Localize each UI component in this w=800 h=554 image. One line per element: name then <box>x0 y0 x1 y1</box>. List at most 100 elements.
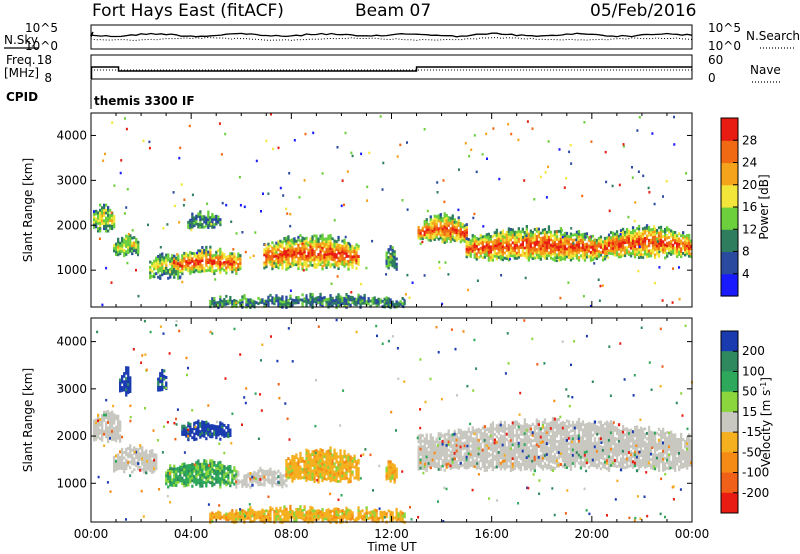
heatmap-cell <box>133 446 136 450</box>
heatmap-cell <box>457 444 460 448</box>
heatmap-cell <box>321 257 324 260</box>
heatmap-cell <box>445 229 448 233</box>
heatmap-cell <box>523 233 526 237</box>
heatmap-cell <box>631 176 634 179</box>
heatmap-cell <box>355 462 358 466</box>
heatmap-cell <box>591 253 595 256</box>
heatmap-cell <box>201 256 204 260</box>
heatmap-cell <box>303 473 306 477</box>
heatmap-cell <box>315 468 318 472</box>
heatmap-cell <box>533 466 536 470</box>
heatmap-cell <box>549 238 553 242</box>
heatmap-cell <box>201 269 204 273</box>
heatmap-cell <box>319 234 322 238</box>
heatmap-cell <box>351 473 354 477</box>
heatmap-cell <box>672 233 675 237</box>
heatmap-cell <box>569 255 573 259</box>
heatmap-cell <box>301 467 304 471</box>
heatmap-cell <box>252 254 255 258</box>
heatmap-cell <box>543 254 547 257</box>
heatmap-cell <box>205 258 208 262</box>
heatmap-cell <box>343 299 346 303</box>
heatmap-cell <box>511 448 514 452</box>
heatmap-cell <box>245 297 248 301</box>
heatmap-cell <box>145 471 148 475</box>
heatmap-cell <box>187 438 190 442</box>
heatmap-cell <box>509 425 512 429</box>
heatmap-cell <box>227 260 230 264</box>
heatmap-cell <box>603 244 607 248</box>
heatmap-cell <box>517 240 520 244</box>
heatmap-cell <box>271 246 274 250</box>
heatmap-cell <box>555 253 559 257</box>
heatmap-cell <box>169 260 172 263</box>
beam-title: Beam 07 <box>355 1 431 21</box>
heatmap-cell <box>315 449 318 453</box>
heatmap-cell <box>351 260 354 264</box>
heatmap-cell <box>227 299 230 303</box>
heatmap-cell <box>221 256 224 260</box>
heatmap-cell <box>213 223 216 226</box>
heatmap-cell <box>461 233 464 237</box>
heatmap-cell <box>117 433 120 437</box>
heatmap-cell <box>435 236 438 239</box>
heatmap-cell <box>393 475 396 479</box>
heatmap-cell <box>305 255 308 258</box>
heatmap-cell <box>281 295 284 299</box>
heatmap-cell <box>209 302 212 306</box>
heatmap-cell <box>273 297 276 300</box>
heatmap-cell <box>535 451 538 455</box>
heatmap-cell <box>187 253 190 257</box>
heatmap-cell <box>119 386 122 390</box>
heatmap-cell <box>205 462 208 466</box>
heatmap-cell <box>151 465 154 469</box>
heatmap-cell <box>459 222 462 225</box>
heatmap-cell <box>303 462 306 466</box>
heatmap-cell <box>201 217 204 221</box>
heatmap-cell <box>225 261 228 264</box>
heatmap-cell <box>111 429 114 433</box>
heatmap-cell <box>605 239 609 242</box>
heatmap-cell <box>545 246 549 250</box>
heatmap-cell <box>629 233 633 237</box>
heatmap-cell <box>313 471 316 475</box>
heatmap-cell <box>303 260 306 264</box>
heatmap-cell <box>139 455 142 458</box>
heatmap-cell <box>631 247 635 250</box>
heatmap-cell <box>199 225 202 229</box>
heatmap-cell <box>331 453 334 457</box>
heatmap-cell <box>206 202 209 205</box>
heatmap-cell <box>607 244 611 247</box>
heatmap-cell <box>461 433 464 437</box>
heatmap-cell <box>335 245 338 249</box>
noise-sky-series <box>89 31 693 38</box>
heatmap-cell <box>323 460 326 464</box>
heatmap-cell <box>123 451 126 454</box>
heatmap-cell <box>117 245 120 249</box>
heatmap-cell <box>555 230 558 234</box>
heatmap-cell <box>519 454 522 458</box>
heatmap-cell <box>123 388 126 392</box>
heatmap-cell <box>167 469 170 472</box>
heatmap-cell <box>447 224 450 227</box>
heatmap-cell <box>127 251 130 254</box>
heatmap-cell <box>97 424 100 428</box>
heatmap-cell <box>275 296 278 300</box>
heatmap-cell <box>531 431 534 435</box>
heatmap-cell <box>537 253 540 257</box>
heatmap-cell <box>561 235 564 239</box>
heatmap-cell <box>209 263 212 267</box>
heatmap-cell <box>191 473 194 477</box>
heatmap-cell <box>593 251 597 255</box>
heatmap-cell <box>129 379 132 382</box>
heatmap-cell <box>487 251 490 254</box>
heatmap-cell <box>291 476 294 480</box>
heatmap-cell <box>688 239 691 242</box>
heatmap-cell <box>577 250 581 254</box>
heatmap-cell <box>197 212 200 216</box>
heatmap-cell <box>139 452 142 456</box>
heatmap-cell <box>259 483 262 487</box>
heatmap-cell <box>501 234 504 238</box>
heatmap-cell <box>239 254 242 257</box>
heatmap-cell <box>219 485 222 489</box>
